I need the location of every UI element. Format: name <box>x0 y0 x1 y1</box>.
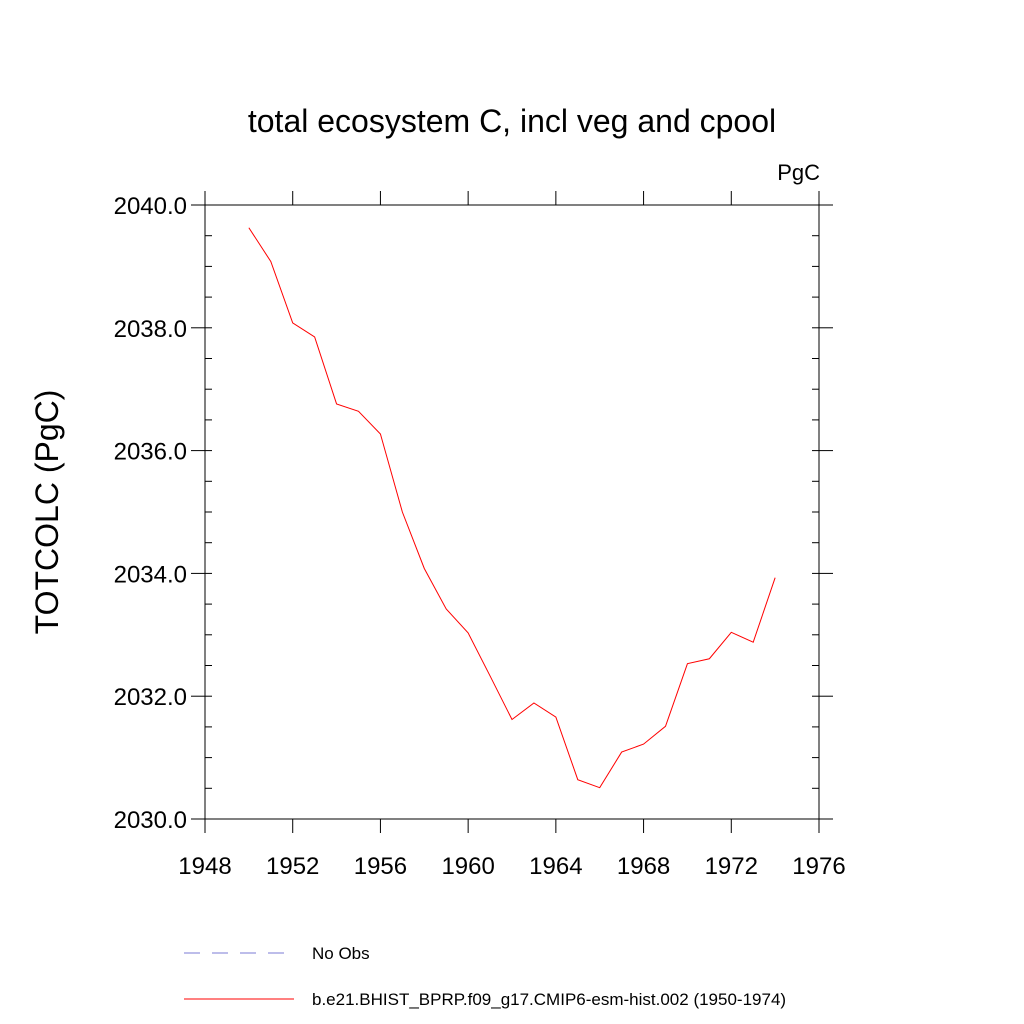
x-tick-label: 1976 <box>792 853 845 880</box>
y-axis-label: TOTCOLC (PgC) <box>29 390 65 635</box>
y-tick-label: 2036.0 <box>114 439 187 466</box>
legend-model-label: b.e21.BHIST_BPRP.f09_g17.CMIP6-esm-hist.… <box>312 990 786 1009</box>
y-tick-label: 2038.0 <box>114 316 187 343</box>
y-tick-label: 2030.0 <box>114 807 187 834</box>
y-tick-labels: 2030.0 2032.0 2034.0 2036.0 2038.0 2040.0 <box>114 193 187 834</box>
x-tick-label: 1948 <box>178 853 231 880</box>
x-tick-label: 1960 <box>441 853 494 880</box>
units-label: PgC <box>777 160 820 185</box>
x-tick-label: 1972 <box>705 853 758 880</box>
plot-frame <box>204 204 820 820</box>
legend-no-obs-label: No Obs <box>312 944 370 963</box>
x-tick-label: 1968 <box>617 853 670 880</box>
y-major-ticks <box>191 204 833 820</box>
x-tick-labels: 1948 1952 1956 1960 1964 1968 1972 1976 <box>178 853 845 880</box>
x-major-ticks <box>204 191 820 833</box>
y-minor-ticks <box>205 204 819 820</box>
series-layer <box>248 227 776 789</box>
chart-title: total ecosystem C, incl veg and cpool <box>248 103 776 139</box>
series-line-0 <box>248 227 776 789</box>
x-tick-label: 1952 <box>266 853 319 880</box>
legend: No Obs b.e21.BHIST_BPRP.f09_g17.CMIP6-es… <box>184 944 786 1009</box>
x-tick-label: 1956 <box>354 853 407 880</box>
y-tick-label: 2032.0 <box>114 684 187 711</box>
y-tick-label: 2040.0 <box>114 193 187 220</box>
x-tick-label: 1964 <box>529 853 582 880</box>
y-tick-label: 2034.0 <box>114 561 187 588</box>
